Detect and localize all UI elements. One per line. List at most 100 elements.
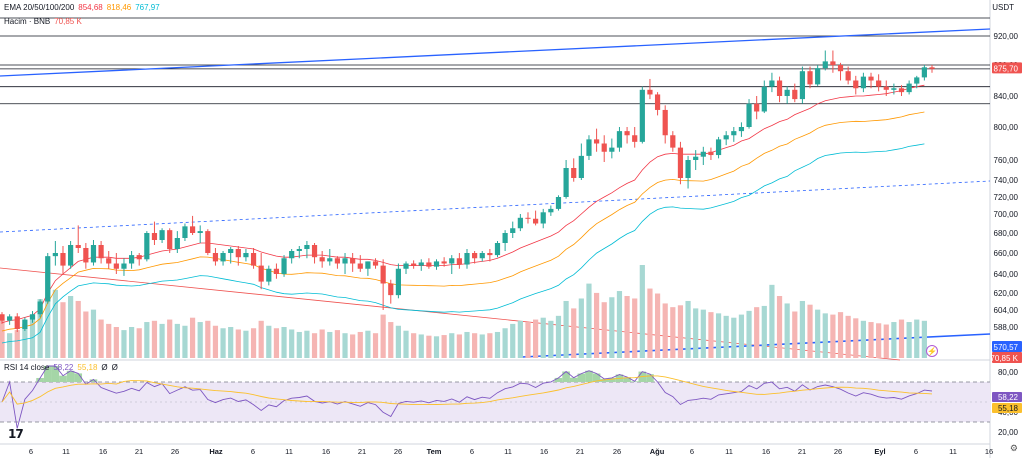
candle-body bbox=[624, 131, 630, 136]
volume-legend-label: Hacim · BNB bbox=[4, 17, 51, 26]
candle-body bbox=[593, 139, 600, 144]
candle-body bbox=[540, 212, 546, 224]
candle-body bbox=[929, 67, 935, 69]
tradingview-logo[interactable]: 17 bbox=[8, 427, 24, 441]
candle-body bbox=[906, 83, 912, 93]
candle-body bbox=[822, 61, 828, 69]
candle-body bbox=[22, 319, 28, 329]
lightning-icon[interactable]: ⚡ bbox=[926, 345, 938, 357]
volume-bar bbox=[14, 330, 20, 358]
volume-bar bbox=[784, 303, 790, 358]
volume-bar bbox=[891, 322, 897, 358]
volume-bar bbox=[128, 327, 135, 358]
candle-body bbox=[685, 160, 691, 178]
volume-bar bbox=[792, 311, 798, 358]
volume-ma-badge-bg bbox=[992, 352, 1022, 363]
volume-bar bbox=[487, 333, 493, 358]
time-axis-tick-label: 26 bbox=[834, 447, 842, 456]
candle-body bbox=[357, 263, 363, 269]
candle-body bbox=[761, 86, 767, 112]
volume-bar bbox=[189, 317, 196, 358]
candle-body bbox=[151, 233, 158, 240]
candle-body bbox=[342, 258, 348, 264]
candle-body bbox=[350, 258, 356, 264]
candle-body bbox=[0, 314, 5, 321]
volume-price-badge-bg bbox=[992, 341, 1022, 352]
candle-body bbox=[670, 135, 676, 148]
candle-body bbox=[830, 61, 836, 65]
volume-bar bbox=[517, 320, 523, 358]
price-axis-tick-label: 740,00 bbox=[994, 176, 1019, 185]
volume-bar bbox=[548, 320, 554, 358]
candle-body bbox=[98, 245, 104, 259]
volume-bar bbox=[350, 334, 356, 358]
candle-body bbox=[426, 262, 432, 267]
volume-bar bbox=[670, 307, 676, 358]
candle-body bbox=[83, 248, 89, 263]
ema20-value: 854,68 bbox=[78, 3, 103, 12]
time-axis-tick-label: 21 bbox=[135, 447, 143, 456]
candle-body bbox=[708, 151, 714, 156]
volume-bar bbox=[159, 323, 165, 358]
candle-body bbox=[197, 231, 203, 233]
volume-bar bbox=[761, 305, 767, 358]
currency-badge[interactable]: USDT bbox=[992, 3, 1014, 12]
candle-body bbox=[372, 261, 379, 266]
candle-body bbox=[487, 253, 493, 256]
candle-body bbox=[571, 168, 577, 178]
candle-body bbox=[914, 77, 920, 84]
candle-body bbox=[723, 135, 729, 140]
candle-body bbox=[311, 245, 318, 258]
rsi-line bbox=[1, 365, 933, 429]
time-axis-tick-label: 6 bbox=[690, 447, 694, 456]
volume-bar bbox=[921, 320, 927, 358]
volume-bar bbox=[411, 333, 417, 358]
volume-bar bbox=[472, 333, 478, 358]
candle-body bbox=[7, 316, 13, 321]
ema100-value: 767,97 bbox=[135, 3, 160, 12]
settings-gear-icon[interactable]: ⚙ bbox=[1009, 443, 1018, 453]
candle-body bbox=[510, 228, 516, 233]
candle-body bbox=[502, 233, 508, 243]
last-price-badge: 875,70 bbox=[994, 64, 1019, 73]
candle-body bbox=[441, 261, 447, 264]
candle-body bbox=[715, 139, 722, 156]
volume-bar bbox=[639, 265, 645, 358]
candle-body bbox=[319, 257, 325, 262]
rsi-legend-label: RSI 14 close bbox=[4, 363, 50, 372]
volume-bar bbox=[327, 331, 333, 358]
volume-bar bbox=[700, 309, 706, 358]
volume-bar bbox=[906, 322, 912, 358]
candle-body bbox=[868, 76, 874, 81]
candle-body bbox=[395, 268, 401, 296]
ema-legend[interactable]: EMA 20/50/100/200 854,68 818,46 767,97 bbox=[4, 3, 160, 12]
candle-body bbox=[327, 258, 333, 262]
volume-bar bbox=[98, 319, 104, 358]
volume-bar bbox=[151, 320, 158, 358]
volume-bar bbox=[533, 319, 539, 358]
volume-bar bbox=[662, 303, 668, 358]
candle-body bbox=[75, 245, 81, 248]
volume-bar bbox=[807, 304, 813, 358]
candle-body bbox=[472, 253, 478, 259]
volume-bar bbox=[45, 271, 51, 358]
candle-body bbox=[746, 103, 752, 127]
volume-legend[interactable]: Hacim · BNB 70,85 K bbox=[4, 17, 82, 26]
time-axis-tick-label: 11 bbox=[725, 447, 733, 456]
last-price-badge-bg bbox=[992, 62, 1022, 74]
ema50-line bbox=[1, 111, 925, 332]
volume-bar bbox=[502, 328, 508, 358]
candle-body bbox=[677, 147, 684, 178]
candle-body bbox=[37, 301, 43, 315]
candle-body bbox=[144, 233, 150, 260]
time-axis-tick-label: 26 bbox=[613, 447, 621, 456]
time-axis-tick-label: 16 bbox=[99, 447, 107, 456]
volume-bar bbox=[525, 322, 531, 358]
candle-body bbox=[228, 249, 234, 253]
volume-bar bbox=[571, 308, 577, 358]
candle-body bbox=[860, 76, 866, 89]
rsi-legend[interactable]: RSI 14 close 58,22 55,18 Ø Ø bbox=[4, 363, 118, 372]
price-axis-tick-label: 680,00 bbox=[994, 229, 1019, 238]
volume-bar bbox=[464, 331, 470, 358]
